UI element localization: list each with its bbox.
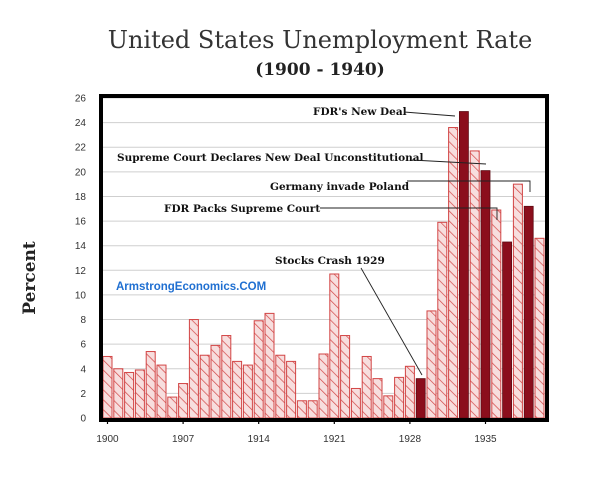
bar-1934: [469, 150, 480, 419]
bar-1936: [491, 209, 502, 419]
x-axis-ticks: 1900 1907 1914 1921 1928 1935: [96, 419, 497, 445]
chart-title: United States Unemployment Rate: [107, 26, 533, 54]
watermark: ArmstrongEconomics.COM: [116, 281, 266, 293]
bar-1916: [275, 354, 286, 419]
y-tick-label: 12: [75, 266, 87, 277]
y-tick-label: 24: [75, 118, 87, 129]
y-tick-label: 16: [75, 217, 87, 228]
bar-1910: [210, 344, 221, 419]
bar-1940: [534, 237, 545, 419]
plot-border: [99, 94, 549, 422]
y-tick-label: 18: [75, 192, 87, 203]
bar-1905: [156, 364, 167, 419]
x-tick-label: 1935: [474, 434, 497, 445]
plot-frame: [99, 94, 549, 422]
y-tick-label: 10: [75, 290, 87, 301]
x-tick-label: 1900: [96, 434, 119, 445]
bar-1919: [307, 400, 318, 419]
annotation-leader: [407, 180, 531, 192]
bar-1902: [124, 371, 135, 419]
bar-1904: [145, 351, 156, 419]
bar-1906: [167, 396, 178, 419]
annotation-label: Stocks Crash 1929: [275, 255, 385, 267]
bar-1928: [404, 365, 415, 419]
y-tick-label: 4: [80, 364, 86, 375]
annotation-leader: [360, 267, 423, 376]
annotation-label: Supreme Court Declares New Deal Unconsti…: [117, 152, 424, 164]
bar-1911: [221, 335, 232, 419]
bar-1909: [199, 354, 210, 419]
bar-1903: [134, 369, 145, 419]
bar-1933: [458, 111, 469, 419]
bar-1901: [113, 368, 124, 419]
y-tick-label: 6: [80, 340, 86, 351]
bar-1918: [296, 400, 307, 419]
x-tick-label: 1914: [248, 434, 271, 445]
bar-1932: [448, 127, 459, 419]
bar-1927: [394, 376, 405, 419]
bar-1926: [383, 395, 394, 419]
bar-1938: [512, 183, 523, 419]
bar-1915: [264, 312, 275, 419]
bar-1907: [178, 383, 189, 419]
bar-1929: [415, 378, 426, 419]
bar-1921: [329, 273, 340, 419]
annotation-label: Germany invade Poland: [270, 181, 410, 193]
y-tick-label: 20: [75, 167, 87, 178]
x-tick-label: 1928: [399, 434, 422, 445]
y-tick-label: 2: [80, 389, 86, 400]
annotation-leader: [411, 159, 487, 165]
chart-subtitle: (1900 - 1940): [255, 60, 385, 80]
annotation-label: FDR's New Deal: [313, 106, 407, 118]
y-tick-label: 0: [80, 414, 86, 425]
annotation-label: FDR Packs Supreme Court: [164, 203, 320, 215]
x-tick-label: 1921: [323, 434, 346, 445]
bar-1917: [286, 360, 297, 419]
annotation-leader: [320, 207, 498, 220]
bar-1900: [102, 355, 113, 419]
annotations: FDR's New Deal Supreme Court Declares New…: [117, 106, 531, 376]
y-tick-label: 22: [75, 143, 87, 154]
bar-1937: [502, 241, 513, 419]
y-tick-label: 14: [75, 241, 87, 252]
y-tick-label: 26: [75, 94, 87, 105]
bar-1913: [242, 364, 253, 419]
bar-1923: [350, 387, 361, 419]
x-tick-label: 1907: [172, 434, 195, 445]
bar-1930: [426, 310, 437, 419]
bar-1914: [253, 320, 264, 419]
bar-1931: [437, 221, 448, 419]
bar-1912: [232, 360, 243, 419]
y-tick-label: 8: [80, 315, 86, 326]
bar-1922: [340, 335, 351, 419]
bar-1939: [523, 205, 534, 419]
bars: [102, 111, 545, 419]
bar-1924: [361, 355, 372, 419]
annotation-leader: [403, 111, 456, 117]
bar-1920: [318, 353, 329, 419]
bar-1908: [188, 319, 199, 419]
bar-1925: [372, 378, 383, 419]
